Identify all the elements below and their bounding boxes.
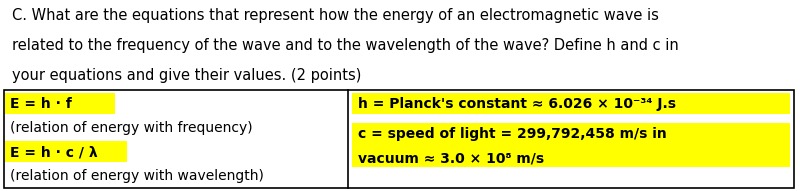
Text: your equations and give their values. (2 points): your equations and give their values. (2… [12, 68, 362, 83]
Text: E = h · f: E = h · f [10, 97, 72, 111]
Text: related to the frequency of the wave and to the wavelength of the wave? Define h: related to the frequency of the wave and… [12, 38, 678, 53]
Bar [352, 93, 790, 114]
Text: (relation of energy with frequency): (relation of energy with frequency) [10, 121, 253, 135]
Bar [5, 93, 115, 114]
Bar [4, 90, 794, 188]
Text: E = h · c / λ: E = h · c / λ [10, 145, 98, 159]
Text: vacuum ≈ 3.0 × 10⁸ m/s: vacuum ≈ 3.0 × 10⁸ m/s [358, 151, 544, 165]
Text: C. What are the equations that represent how the energy of an electromagnetic wa: C. What are the equations that represent… [12, 8, 659, 23]
Text: h = Planck's constant ≈ 6.026 × 10⁻³⁴ J.s: h = Planck's constant ≈ 6.026 × 10⁻³⁴ J.… [358, 97, 676, 111]
Text: (relation of energy with wavelength): (relation of energy with wavelength) [10, 169, 264, 183]
Bar [352, 123, 790, 167]
Text: c = speed of light = 299,792,458 m/s in: c = speed of light = 299,792,458 m/s in [358, 127, 666, 141]
Bar [5, 141, 127, 162]
